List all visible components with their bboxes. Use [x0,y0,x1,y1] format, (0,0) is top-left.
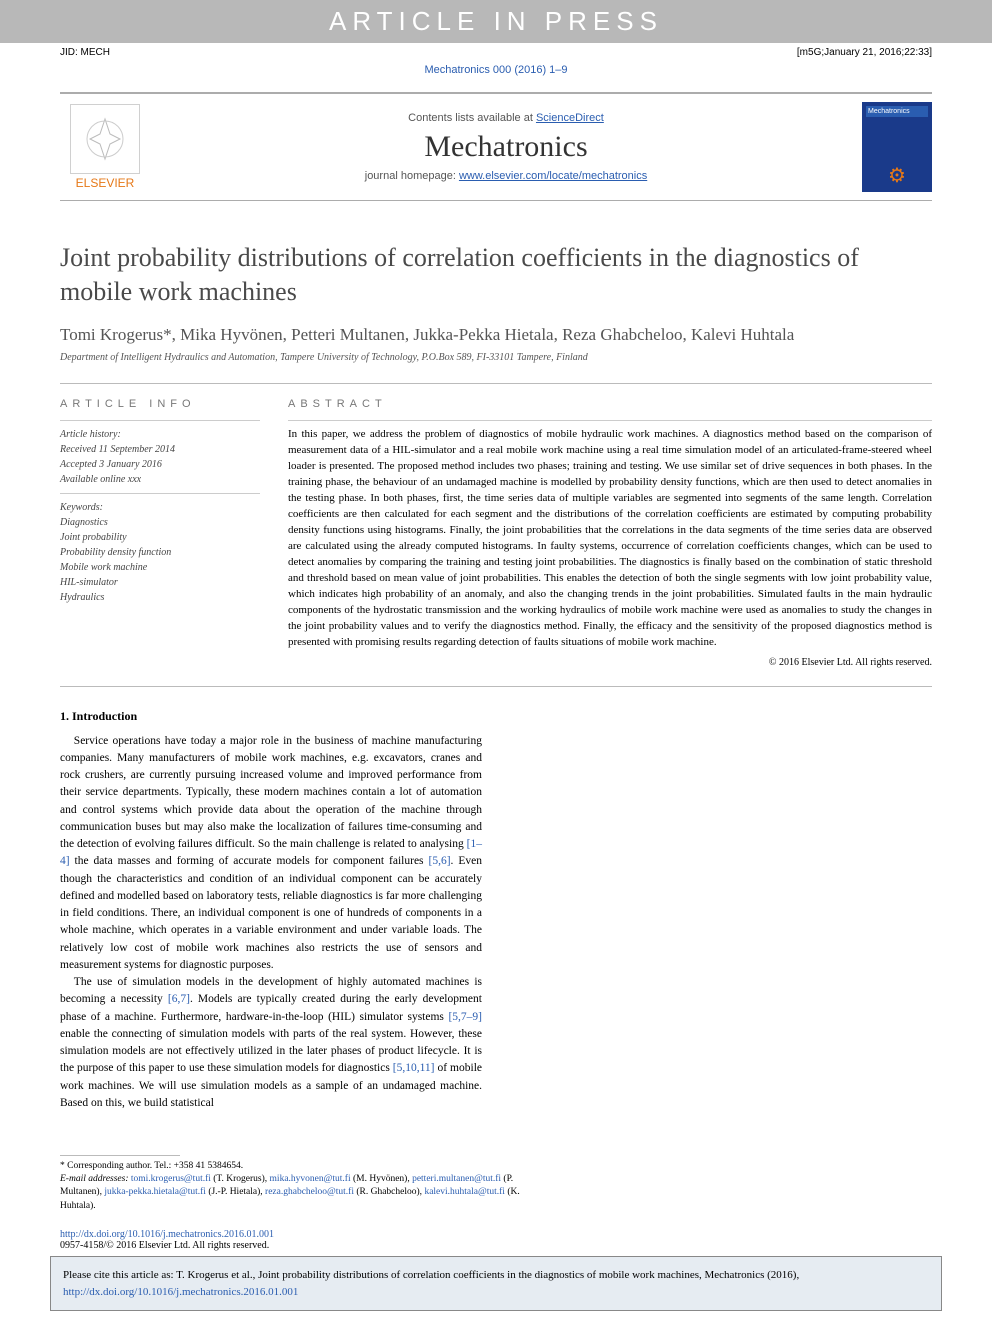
homepage-link[interactable]: www.elsevier.com/locate/mechatronics [459,170,647,182]
history-accepted: Accepted 3 January 2016 [60,457,260,472]
keyword: Joint probability [60,530,260,545]
email-link[interactable]: tomi.krogerus@tut.fi [131,1174,211,1184]
keywords-label: Keywords: [60,500,260,515]
info-abstract-row: article info Article history: Received 1… [60,384,932,667]
article-title: Joint probability distributions of corre… [60,241,932,309]
contents-prefix: Contents lists available at [408,112,536,124]
keyword: Hydraulics [60,590,260,605]
email-link[interactable]: mika.hyvonen@tut.fi [270,1174,351,1184]
email-addresses: E-mail addresses: tomi.krogerus@tut.fi (… [60,1173,540,1213]
header-center: Contents lists available at ScienceDirec… [150,102,862,192]
keyword: HIL-simulator [60,575,260,590]
homepage-prefix: journal homepage: [365,170,459,182]
keyword: Mobile work machine [60,560,260,575]
keyword: Probability density function [60,545,260,560]
citation-link[interactable]: [5,7–9] [448,1011,482,1023]
footnote-rule [60,1155,180,1156]
history-label: Article history: [60,427,260,442]
timestamp-text: [m5G;January 21, 2016;22:33] [797,47,932,58]
journal-cover-thumb: Mechatronics ⚙ [862,102,932,192]
cite-doi-link[interactable]: http://dx.doi.org/10.1016/j.mechatronics… [63,1286,298,1298]
body-columns: 1. Introduction Service operations have … [60,707,932,1113]
cover-title: Mechatronics [866,106,928,117]
email-link[interactable]: jukka-pekka.hietala@tut.fi [104,1187,206,1197]
keyword: Diagnostics [60,515,260,530]
article-history: Article history: Received 11 September 2… [60,421,260,493]
journal-name: Mechatronics [150,130,862,164]
cite-this-article-box: Please cite this article as: T. Krogerus… [50,1256,942,1311]
history-online: Available online xxx [60,472,260,487]
abstract-text: In this paper, we address the problem of… [288,421,932,650]
email-who: (J.-P. Hietala), [206,1187,265,1197]
emails-label: E-mail addresses: [60,1174,131,1184]
doi-block: http://dx.doi.org/10.1016/j.mechatronics… [60,1229,932,1251]
citation-link[interactable]: [6,7] [168,993,190,1005]
sciencedirect-link[interactable]: ScienceDirect [536,112,604,124]
body-text: Service operations have today a major ro… [60,735,482,851]
article-info-column: article info Article history: Received 1… [60,384,260,667]
email-link[interactable]: petteri.multanen@tut.fi [412,1174,501,1184]
body-text: the data masses and forming of accurate … [70,855,429,867]
abstract-column: abstract In this paper, we address the p… [288,384,932,667]
elsevier-logo: ELSEVIER [60,102,150,192]
issn-copyright: 0957-4158/© 2016 Elsevier Ltd. All right… [60,1240,269,1251]
citation-line: Mechatronics 000 (2016) 1–9 [0,60,992,86]
footnotes-block: * Corresponding author. Tel.: +358 41 53… [60,1131,540,1213]
jid-text: JID: MECH [60,47,110,58]
affiliation: Department of Intelligent Hydraulics and… [60,352,932,363]
body-text: tics and condition of an individual comp… [60,873,482,971]
email-link[interactable]: reza.ghabcheloo@tut.fi [265,1187,354,1197]
article-info-heading: article info [60,384,260,420]
homepage-line: journal homepage: www.elsevier.com/locat… [150,170,862,182]
keywords-block: Keywords: Diagnostics Joint probability … [60,494,260,611]
email-who: (R. Ghabcheloo), [354,1187,424,1197]
abstract-heading: abstract [288,384,932,420]
journal-header: ELSEVIER Contents lists available at Sci… [60,92,932,201]
contents-available: Contents lists available at ScienceDirec… [150,112,862,124]
cover-gear-icon: ⚙ [866,117,928,188]
doi-link[interactable]: http://dx.doi.org/10.1016/j.mechatronics… [60,1229,274,1240]
meta-row: JID: MECH [m5G;January 21, 2016;22:33] [0,43,992,60]
divider [60,686,932,687]
email-link[interactable]: kalevi.huhtala@tut.fi [424,1187,505,1197]
body-paragraph: The use of simulation models in the deve… [60,974,482,1112]
elsevier-text: ELSEVIER [76,176,135,190]
copyright-line: © 2016 Elsevier Ltd. All rights reserved… [288,651,932,668]
article-in-press-banner: ARTICLE IN PRESS [0,0,992,43]
citation-link[interactable]: [5,10,11] [393,1062,435,1074]
cite-prefix: Please cite this article as: T. Krogerus… [63,1269,799,1281]
page: ARTICLE IN PRESS JID: MECH [m5G;January … [0,0,992,1323]
elsevier-tree-icon [70,104,140,174]
citation-link[interactable]: [5,6] [428,855,450,867]
body-paragraph: Service operations have today a major ro… [60,733,482,975]
authors-list: Tomi Krogerus*, Mika Hyvönen, Petteri Mu… [60,323,932,347]
email-who: (T. Krogerus), [211,1174,270,1184]
section-heading: 1. Introduction [60,707,482,725]
corresponding-author: * Corresponding author. Tel.: +358 41 53… [60,1160,540,1173]
email-who: (M. Hyvönen), [351,1174,412,1184]
history-received: Received 11 September 2014 [60,442,260,457]
footnotes [570,707,872,731]
